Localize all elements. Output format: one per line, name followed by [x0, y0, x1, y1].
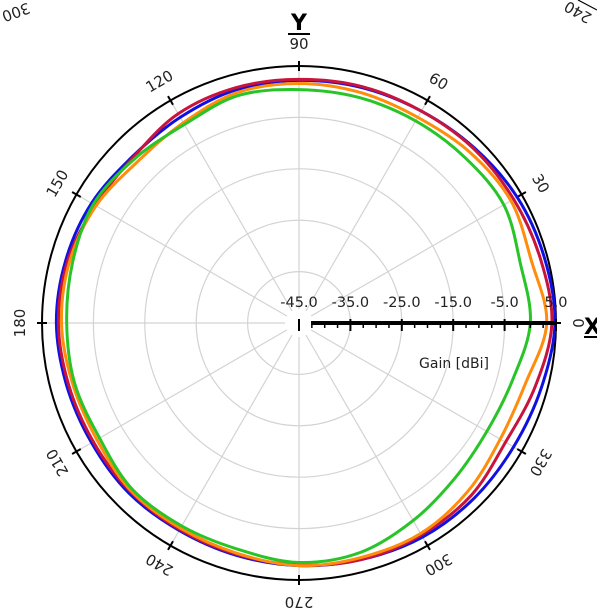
angular-tick-mark	[167, 540, 174, 551]
radial-tick-label: -35.0	[332, 295, 370, 311]
angular-tick-label: 30	[528, 171, 553, 197]
grid-spoke	[310, 329, 522, 453]
corner-divider	[577, 0, 597, 11]
grid-spoke	[305, 100, 429, 312]
grid-spoke	[310, 193, 522, 317]
angular-tick-mark	[424, 95, 431, 106]
radial-tick-label: -15.0	[434, 295, 472, 311]
series-curve-4	[65, 88, 532, 565]
angular-tick-label: 0	[569, 318, 587, 328]
angular-tick-mark	[71, 448, 82, 455]
angular-tick-mark	[71, 191, 82, 198]
angular-tick-mark	[516, 448, 527, 455]
radial-gain-axis: -45.0 -35.0 -25.0 -15.0 -5.0 5.0 Gain [dBi]	[280, 295, 567, 372]
gain-series-group	[54, 77, 557, 568]
radial-tick-label: -5.0	[490, 295, 518, 311]
grid-spoke	[305, 334, 429, 546]
radial-tick-label: 5.0	[544, 295, 567, 311]
angular-tick-label: 270	[285, 593, 314, 609]
grid-spoke	[169, 334, 293, 546]
angular-tick-label: 120	[143, 66, 177, 96]
cut-label-left: 300	[0, 0, 33, 25]
angular-tick-label: 330	[526, 446, 556, 480]
angular-tick-label: 60	[426, 69, 452, 94]
y-axis-letter: Y	[290, 11, 308, 36]
angular-tick-label: 180	[11, 309, 29, 338]
grid-spoke	[169, 100, 293, 312]
radial-tick-label: -45.0	[280, 295, 318, 311]
angular-tick-label: 90	[289, 35, 308, 53]
cut-label-right: 240	[561, 0, 595, 27]
angular-tick-label: 240	[143, 550, 177, 580]
radial-tick-label: -25.0	[383, 295, 421, 311]
angular-tick-label: 210	[42, 446, 72, 480]
grid-spoke	[76, 329, 288, 453]
series-curve-3	[59, 82, 549, 568]
series-curve-2	[56, 77, 554, 567]
angular-tick-mark	[516, 191, 527, 198]
radial-axis-label: Gain [dBi]	[419, 356, 489, 372]
angular-tick-label: 150	[42, 167, 72, 201]
angular-tick-mark	[424, 540, 431, 551]
angular-tick-label: 300	[422, 550, 456, 580]
x-axis-letter: X	[584, 315, 597, 340]
angular-tick-mark	[167, 95, 174, 106]
grid-spoke	[76, 193, 288, 317]
